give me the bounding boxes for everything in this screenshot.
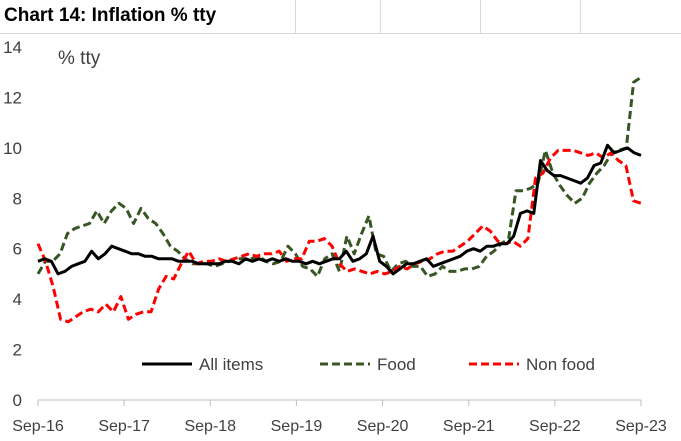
x-tick-label: Sep-16 [12,418,64,435]
sheet-gridline [295,0,296,34]
sheet-gridline [480,0,481,34]
y-tick-label: 8 [13,189,22,208]
x-tick-label: Sep-21 [443,418,495,435]
series-line-food [36,76,642,278]
y-tick-label: 6 [13,240,22,259]
chart-title: Chart 14: Inflation % tty [4,5,217,26]
series-layer [36,76,642,324]
x-tick-label: Sep-18 [184,418,236,435]
sheet-gridline [580,0,581,34]
series-line-non-food [36,148,642,324]
y-tick-label: 4 [13,290,22,309]
legend: All items Food Non food [142,355,595,374]
x-tick-label: Sep-22 [529,418,581,435]
series-line-all-items [37,143,642,276]
y-tick-label: 0 [13,391,22,410]
legend-label: Food [377,355,416,374]
y-tick-label: 10 [3,139,22,158]
legend-label: All items [199,355,263,374]
y-tick-label: 12 [3,88,22,107]
sheet-gridline [380,0,381,34]
sheet-gridline [0,33,681,34]
x-axis: Sep-16 Sep-17 Sep-18 Sep-19 Sep-20 Sep-21 Sep-… [12,399,667,435]
x-tick-label: Sep-17 [98,418,150,435]
x-tick-label: Sep-19 [271,418,323,435]
units-label: % tty [58,48,101,69]
y-tick-label: 2 [13,341,22,360]
y-axis: 0 2 4 6 8 10 12 14 [3,38,22,410]
x-tick-label: Sep-23 [615,418,667,435]
title-bar: Chart 14: Inflation % tty [0,0,681,34]
x-tick-label: Sep-20 [357,418,409,435]
y-tick-label: 14 [3,38,22,57]
legend-label: Non food [526,355,595,374]
